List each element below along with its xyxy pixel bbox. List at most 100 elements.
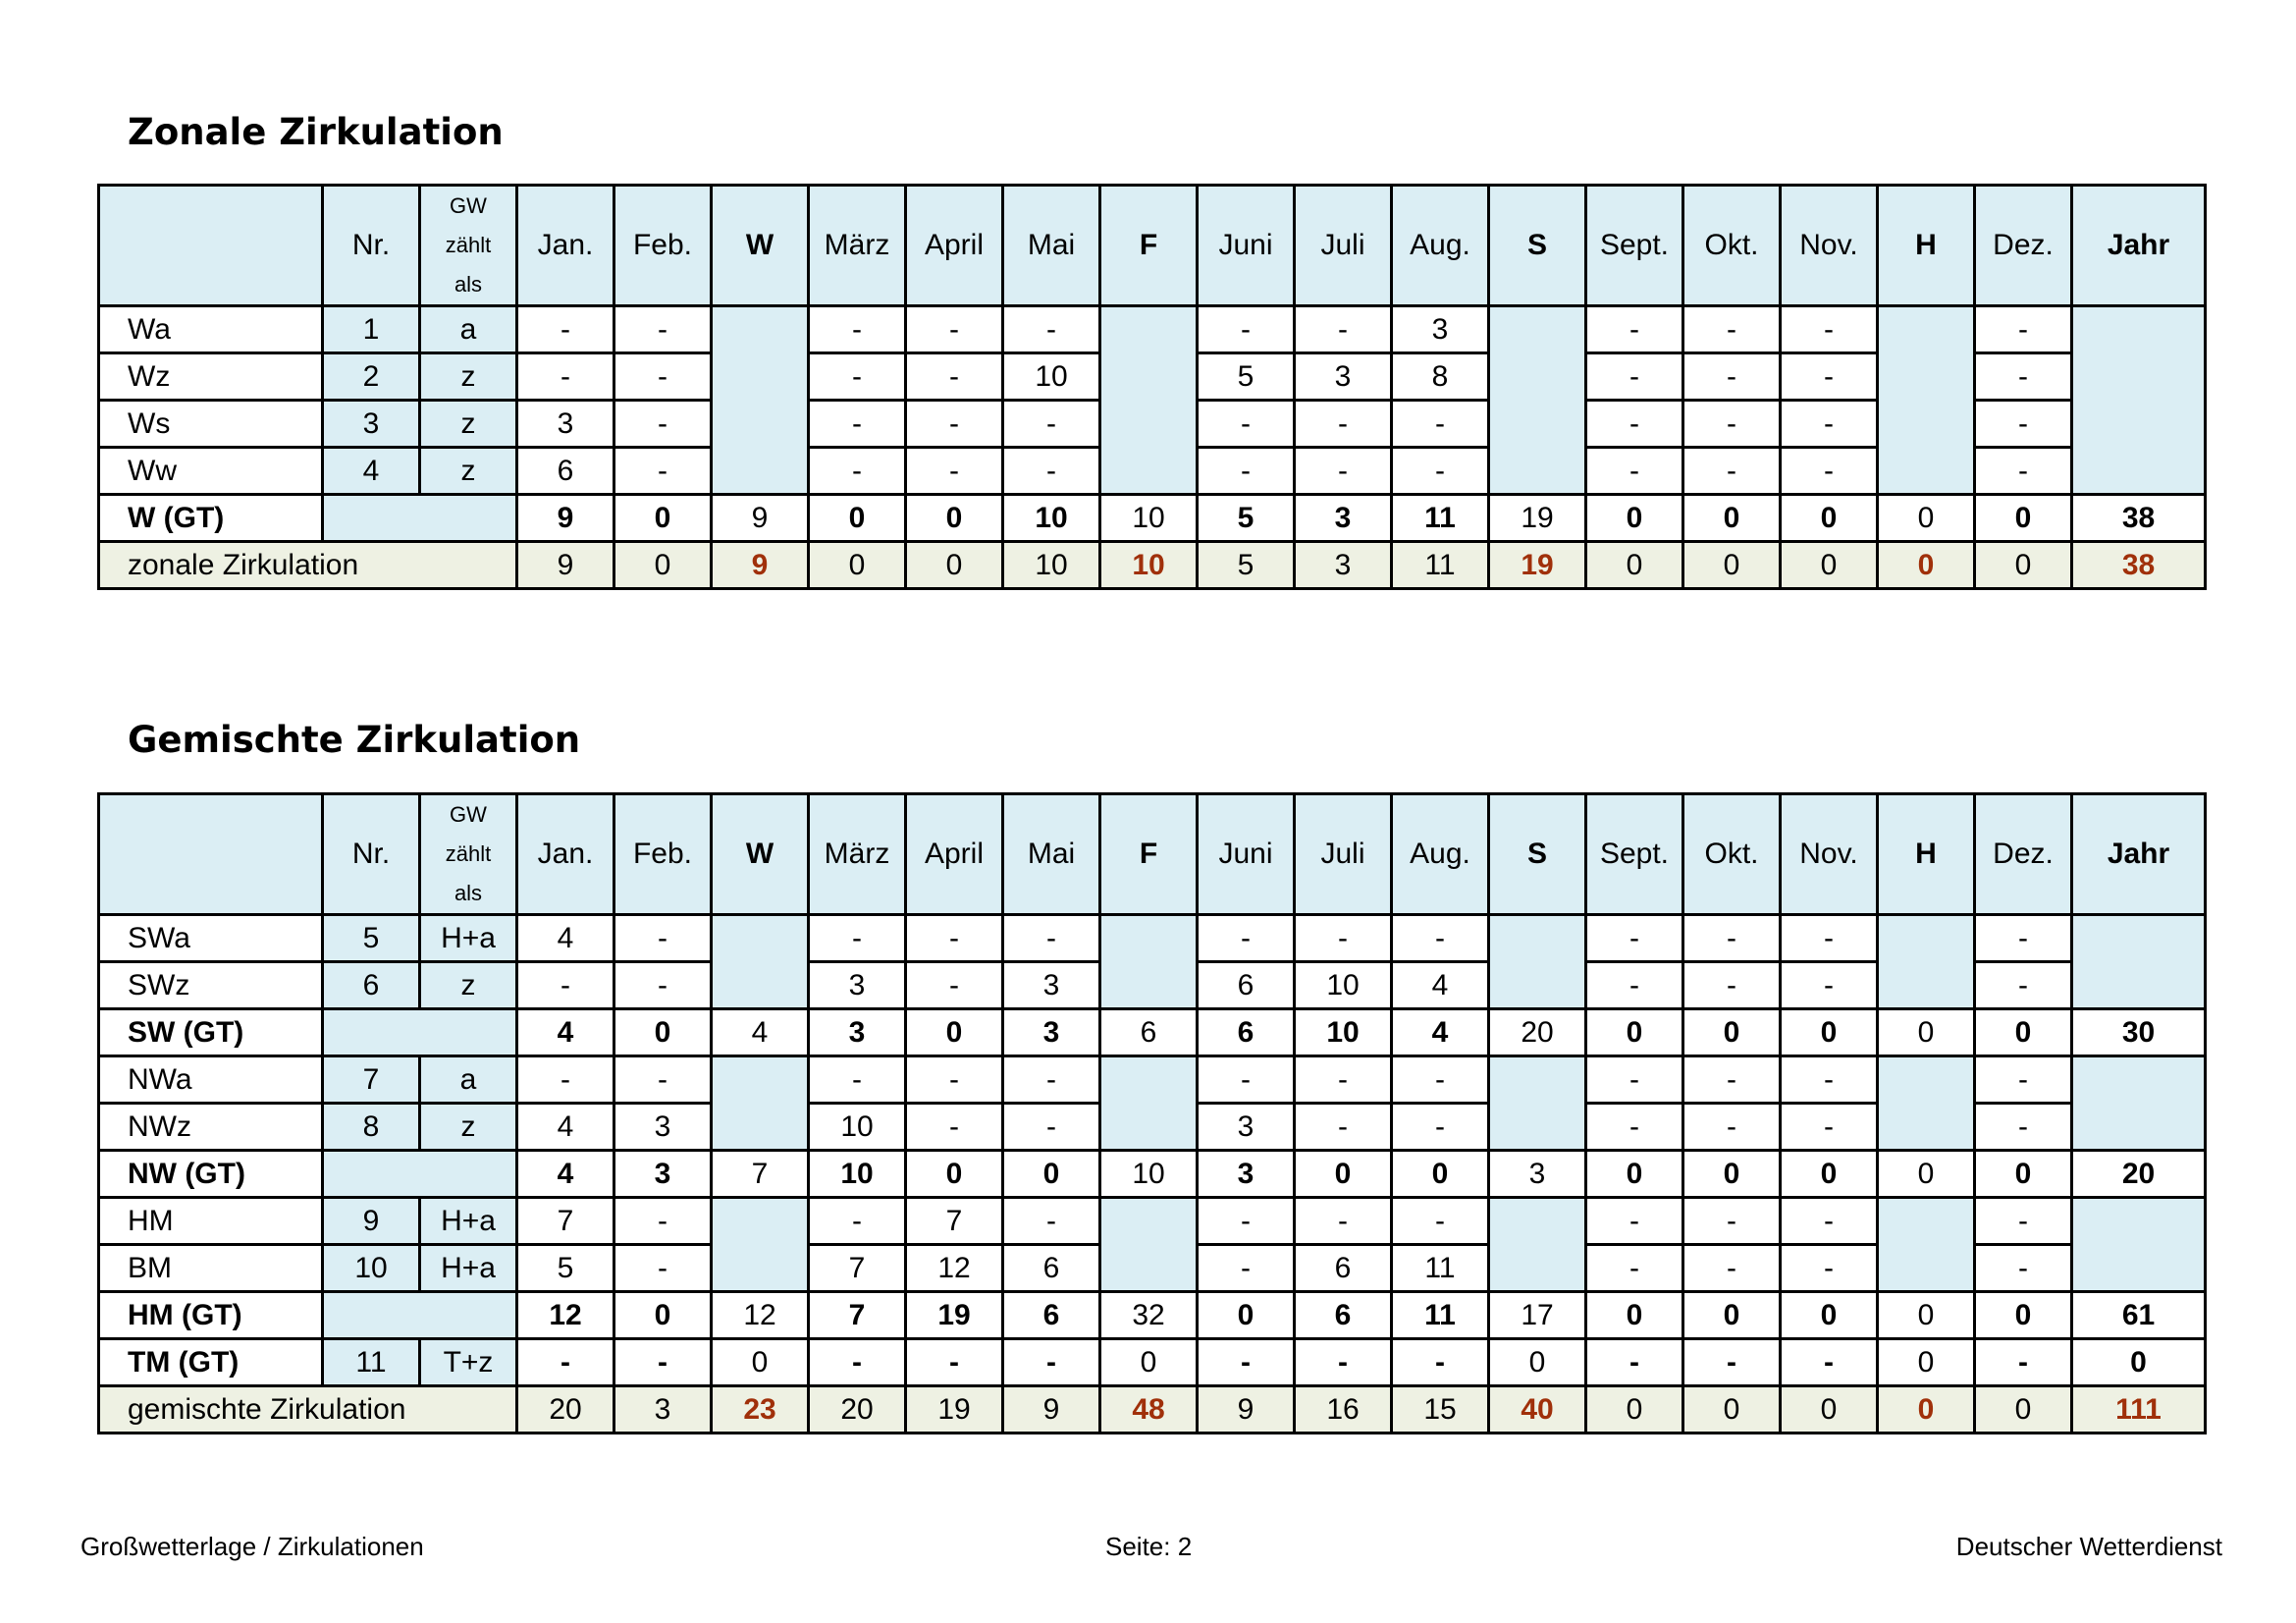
season-total-cell: 0 [1876, 1337, 1976, 1387]
row-gw: a [418, 1055, 518, 1105]
month-value-cell: - [515, 960, 615, 1010]
month-value-cell: - [807, 399, 907, 449]
season-blank-cell [1876, 304, 1976, 496]
mixed-circulation-table: Nr. GW zählt als Jan. Feb. W März April Mai F Juni J… [97, 792, 2207, 1434]
row-gw: z [418, 960, 518, 1010]
season-total-cell: 3 [1487, 1149, 1587, 1199]
month-value-cell: - [1390, 1196, 1490, 1246]
month-total-cell: - [1682, 1337, 1782, 1387]
table-row: Wa 1 a - - - - - - -3- - - - [97, 304, 2207, 496]
header-column: H [1876, 792, 1976, 916]
month-value-cell: - [1001, 399, 1101, 449]
month-value-cell: - [1293, 1196, 1393, 1246]
month-total-cell: 0 [1584, 1290, 1684, 1340]
header-column: Mai [1001, 184, 1101, 307]
month-total-cell: 0 [1973, 1290, 2073, 1340]
month-value-cell: - [807, 304, 907, 354]
section-title-zonal: Zonale Zirkulation [128, 111, 504, 153]
year-total-cell: 61 [2070, 1290, 2207, 1340]
month-total-cell: 0 [613, 1290, 713, 1340]
month-value-cell: 5 [515, 1243, 615, 1293]
footer-publisher: Deutscher Wetterdienst [1955, 1532, 2222, 1561]
month-value-cell: - [1293, 304, 1393, 354]
season-total-cell: 0 [1487, 1337, 1587, 1387]
month-value-cell: 10 [1001, 352, 1101, 402]
row-nr: 9 [321, 1196, 421, 1246]
header-column: Juli [1293, 184, 1393, 307]
season-blank-cell [710, 1196, 810, 1293]
month-value-cell: - [1779, 1196, 1879, 1246]
month-total-cell: 0 [807, 540, 907, 590]
month-value-cell: - [1973, 399, 2073, 449]
header-column: S [1487, 792, 1587, 916]
header-column: Okt. [1682, 792, 1782, 916]
month-value-cell: 3 [1293, 352, 1393, 402]
month-value-cell: - [1682, 913, 1782, 963]
month-value-cell: - [613, 1055, 713, 1105]
section-title-mixed: Gemischte Zirkulation [128, 719, 581, 761]
season-blank-cell [1487, 913, 1587, 1010]
month-total-cell: 6 [1001, 1290, 1101, 1340]
season-blank-cell [1098, 304, 1199, 496]
season-total-cell: 10 [1098, 540, 1199, 590]
month-value-cell: - [613, 1243, 713, 1293]
season-total-cell: 17 [1487, 1290, 1587, 1340]
month-total-cell: 0 [613, 493, 713, 543]
row-gw: H+a [418, 913, 518, 963]
footer-document-title: Großwetterlage / Zirkulationen [80, 1532, 424, 1561]
row-nr: 1 [321, 304, 421, 354]
month-value-cell: - [1584, 446, 1684, 496]
month-value-cell: 10 [807, 1102, 907, 1152]
month-value-cell: - [904, 399, 1004, 449]
month-total-cell: 3 [613, 1384, 713, 1434]
month-total-cell: 6 [1293, 1290, 1393, 1340]
header-gw-zaehlt-als: GW zählt als [418, 184, 518, 307]
month-value-cell: - [1390, 1055, 1490, 1105]
month-total-cell: 0 [1779, 1149, 1879, 1199]
month-value-cell: - [613, 304, 713, 354]
header-column: Juni [1196, 792, 1296, 916]
year-total-cell: 20 [2070, 1149, 2207, 1199]
month-value-cell: - [904, 352, 1004, 402]
month-total-cell: 10 [1001, 493, 1101, 543]
season-total-cell: 0 [1098, 1337, 1199, 1387]
month-total-cell: 0 [1779, 1007, 1879, 1057]
table-row: Ww 4 z 6- - - - - - - - - - - [97, 446, 2206, 496]
header-column: April [904, 184, 1004, 307]
month-value-cell: - [1293, 1055, 1393, 1105]
season-total-cell: 0 [710, 1337, 810, 1387]
empty-nr-gw-cell [321, 1007, 518, 1057]
row-nr: 6 [321, 960, 421, 1010]
table-row: NWz 8 z 4 3 10- -3- - - - - - [97, 1102, 2206, 1152]
month-value-cell: - [1001, 1196, 1101, 1246]
header-column: März [807, 792, 907, 916]
season-total-cell: 0 [1876, 1149, 1976, 1199]
header-column: Aug. [1390, 792, 1490, 916]
month-value-cell: 10 [1293, 960, 1393, 1010]
table-row: SWz 6 z - -3-3 6 10 4- - - - [97, 960, 2206, 1010]
season-blank-cell [2070, 1055, 2207, 1152]
month-total-cell: 3 [807, 1007, 907, 1057]
season-blank-cell [710, 304, 810, 496]
row-label: Wz [97, 352, 324, 402]
month-total-cell: 0 [1779, 540, 1879, 590]
header-column: Nov. [1779, 792, 1879, 916]
row-nr: 7 [321, 1055, 421, 1105]
month-value-cell: - [613, 446, 713, 496]
row-label: BM [97, 1243, 324, 1293]
row-gw: H+a [418, 1243, 518, 1293]
month-value-cell: - [1390, 399, 1490, 449]
header-column: Nov. [1779, 184, 1879, 307]
season-total-cell: 0 [1876, 1007, 1976, 1057]
month-value-cell: - [1682, 1196, 1782, 1246]
row-nr: 5 [321, 913, 421, 963]
month-total-cell: 5 [1196, 540, 1296, 590]
header-column: März [807, 184, 907, 307]
month-total-cell: 0 [1973, 1149, 2073, 1199]
season-total-cell: 19 [1487, 493, 1587, 543]
month-total-cell: 5 [1196, 493, 1296, 543]
month-value-cell: 3 [1390, 304, 1490, 354]
month-value-cell: - [1001, 1055, 1101, 1105]
month-value-cell: - [1001, 446, 1101, 496]
month-value-cell: - [1973, 304, 2073, 354]
